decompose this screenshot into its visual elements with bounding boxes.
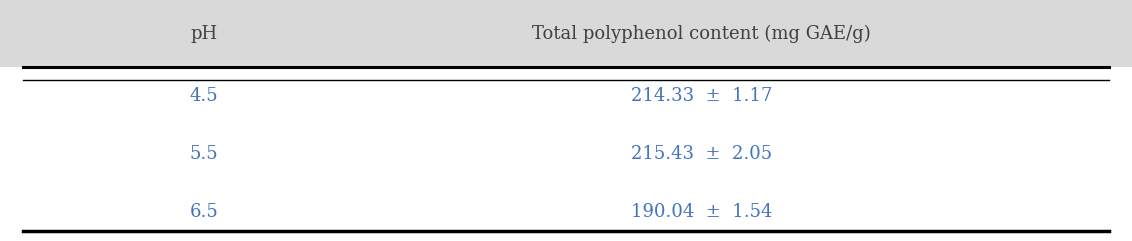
Text: 5.5: 5.5 — [189, 145, 218, 163]
FancyBboxPatch shape — [0, 125, 1132, 183]
Text: 4.5: 4.5 — [189, 87, 218, 105]
Text: 190.04  ±  1.54: 190.04 ± 1.54 — [632, 203, 772, 221]
FancyBboxPatch shape — [0, 0, 1132, 67]
Text: 214.33  ±  1.17: 214.33 ± 1.17 — [632, 87, 772, 105]
Text: 215.43  ±  2.05: 215.43 ± 2.05 — [632, 145, 772, 163]
FancyBboxPatch shape — [0, 67, 1132, 125]
Text: 6.5: 6.5 — [189, 203, 218, 221]
Text: Total polyphenol content (mg GAE/g): Total polyphenol content (mg GAE/g) — [532, 25, 872, 43]
Text: pH: pH — [190, 25, 217, 43]
FancyBboxPatch shape — [0, 183, 1132, 241]
